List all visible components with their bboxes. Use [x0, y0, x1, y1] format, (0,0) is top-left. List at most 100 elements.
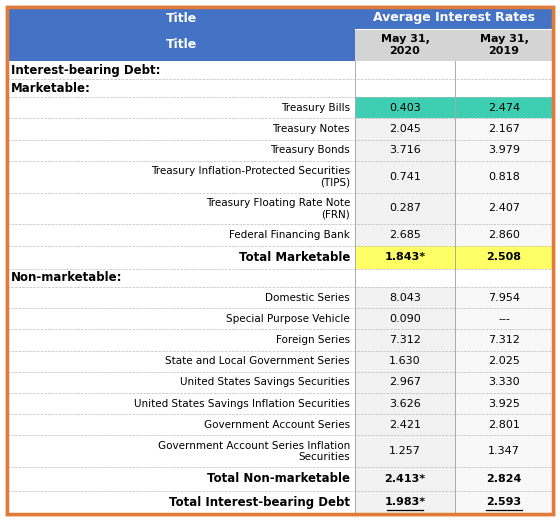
Bar: [355, 225, 455, 245]
Bar: [455, 225, 553, 245]
Bar: [7, 225, 553, 245]
Text: 2.801: 2.801: [488, 420, 520, 430]
Bar: [355, 245, 455, 269]
Text: 2.025: 2.025: [488, 356, 520, 366]
Text: 2.474: 2.474: [488, 103, 520, 113]
Text: 3.330: 3.330: [488, 377, 520, 388]
Bar: [7, 160, 553, 193]
Bar: [7, 97, 553, 118]
Text: Special Purpose Vehicle: Special Purpose Vehicle: [226, 314, 350, 324]
Text: 2.167: 2.167: [488, 124, 520, 134]
Text: Domestic Series: Domestic Series: [265, 293, 350, 303]
Text: 2.508: 2.508: [487, 252, 521, 262]
Bar: [455, 491, 553, 514]
Bar: [7, 393, 553, 414]
Text: ---: ---: [498, 314, 510, 324]
Text: 0.090: 0.090: [389, 314, 421, 324]
Text: 7.954: 7.954: [488, 293, 520, 303]
Bar: [7, 287, 553, 308]
Text: 7.312: 7.312: [488, 335, 520, 345]
Bar: [7, 118, 553, 140]
Text: 2.824: 2.824: [486, 474, 522, 484]
Text: Treasury Bonds: Treasury Bonds: [270, 145, 350, 155]
Bar: [355, 29, 455, 61]
Bar: [455, 372, 553, 393]
Text: Government Account Series: Government Account Series: [204, 420, 350, 430]
Text: Interest-bearing Debt:: Interest-bearing Debt:: [11, 64, 161, 77]
Bar: [355, 308, 455, 329]
Text: Treasury Inflation-Protected Securities
(TIPS): Treasury Inflation-Protected Securities …: [151, 166, 350, 188]
Bar: [455, 97, 553, 118]
Bar: [355, 7, 553, 29]
Text: Foreign Series: Foreign Series: [276, 335, 350, 345]
Bar: [455, 245, 553, 269]
Text: 1.347: 1.347: [488, 446, 520, 456]
Text: 7.312: 7.312: [389, 335, 421, 345]
Text: 1.843*: 1.843*: [384, 252, 426, 262]
Text: 2.860: 2.860: [488, 230, 520, 240]
Text: Total Interest-bearing Debt: Total Interest-bearing Debt: [169, 496, 350, 509]
Text: 8.043: 8.043: [389, 293, 421, 303]
Text: May 31,
2020: May 31, 2020: [381, 34, 430, 56]
Text: Treasury Notes: Treasury Notes: [272, 124, 350, 134]
Text: State and Local Government Series: State and Local Government Series: [165, 356, 350, 366]
Bar: [355, 467, 455, 491]
Text: 2.045: 2.045: [389, 124, 421, 134]
Bar: [355, 97, 455, 118]
Text: Non-marketable:: Non-marketable:: [11, 271, 123, 284]
Bar: [455, 467, 553, 491]
Bar: [455, 140, 553, 160]
Bar: [355, 329, 455, 351]
Bar: [7, 7, 355, 29]
Bar: [355, 140, 455, 160]
Text: 0.287: 0.287: [389, 204, 421, 214]
Bar: [455, 393, 553, 414]
Bar: [355, 436, 455, 467]
Bar: [7, 329, 553, 351]
Bar: [455, 193, 553, 225]
Bar: [455, 160, 553, 193]
Bar: [355, 118, 455, 140]
Bar: [355, 193, 455, 225]
Text: 2.407: 2.407: [488, 204, 520, 214]
Text: Total Non-marketable: Total Non-marketable: [207, 473, 350, 486]
Text: Total Marketable: Total Marketable: [239, 251, 350, 264]
Bar: [355, 393, 455, 414]
Text: Marketable:: Marketable:: [11, 82, 91, 94]
Text: 2.413*: 2.413*: [384, 474, 426, 484]
Bar: [455, 436, 553, 467]
Text: Government Account Series Inflation
Securities: Government Account Series Inflation Secu…: [158, 441, 350, 462]
Text: 3.979: 3.979: [488, 145, 520, 155]
Bar: [7, 193, 553, 225]
Bar: [7, 372, 553, 393]
Bar: [455, 308, 553, 329]
Text: Average Interest Rates: Average Interest Rates: [373, 11, 535, 24]
Bar: [7, 79, 553, 97]
Bar: [455, 329, 553, 351]
Text: 0.741: 0.741: [389, 171, 421, 182]
Text: 2.967: 2.967: [389, 377, 421, 388]
Bar: [455, 414, 553, 436]
Text: Federal Financing Bank: Federal Financing Bank: [229, 230, 350, 240]
Bar: [455, 351, 553, 372]
Bar: [7, 467, 553, 491]
Bar: [7, 351, 553, 372]
Bar: [7, 29, 355, 61]
Bar: [455, 118, 553, 140]
Text: 2.593: 2.593: [487, 498, 521, 507]
Text: 1.630: 1.630: [389, 356, 421, 366]
Text: 2.421: 2.421: [389, 420, 421, 430]
Text: Title: Title: [165, 11, 197, 24]
Text: May 31,
2019: May 31, 2019: [479, 34, 529, 56]
Bar: [355, 351, 455, 372]
Text: 0.403: 0.403: [389, 103, 421, 113]
Text: 1.257: 1.257: [389, 446, 421, 456]
Bar: [7, 269, 553, 287]
Bar: [355, 160, 455, 193]
Bar: [455, 287, 553, 308]
Bar: [7, 140, 553, 160]
Text: 3.925: 3.925: [488, 399, 520, 408]
Text: 3.716: 3.716: [389, 145, 421, 155]
Bar: [355, 372, 455, 393]
Text: 2.685: 2.685: [389, 230, 421, 240]
